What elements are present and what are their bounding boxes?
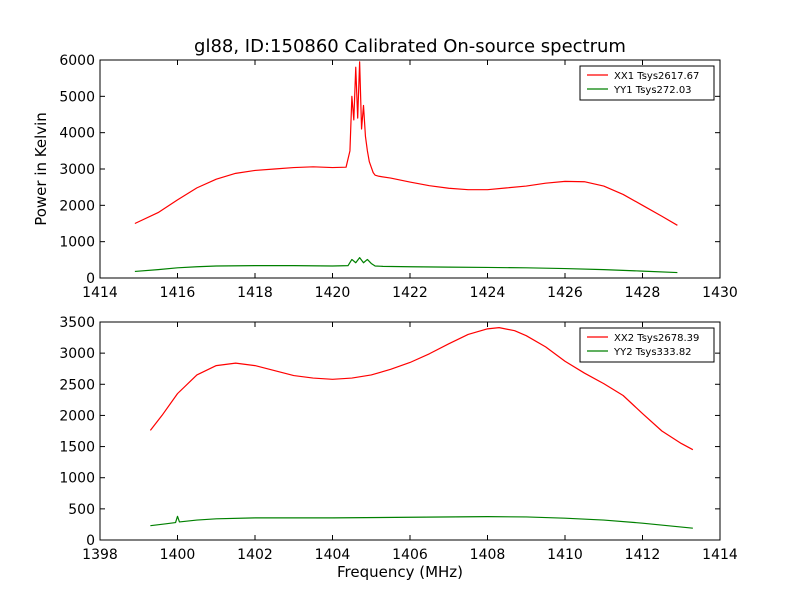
x-tick-label: 1414 bbox=[702, 547, 738, 563]
subplot-1: 1414 1416 1418 1420 1422 1424 1426 1428 1430 0 100… bbox=[32, 53, 738, 301]
y-tick-label: 3500 bbox=[59, 315, 95, 331]
x-tick-label: 1428 bbox=[625, 285, 661, 301]
series-line-1 bbox=[149, 327, 694, 451]
y-tick-label: 1000 bbox=[59, 235, 95, 251]
y-tick-label: 2500 bbox=[59, 377, 95, 393]
y-tick-label: 3000 bbox=[59, 346, 95, 362]
legend-box bbox=[579, 65, 715, 101]
x-tick-label: 1398 bbox=[82, 547, 118, 563]
y-tick-label: 500 bbox=[68, 502, 95, 518]
y-tick-label: 1000 bbox=[59, 471, 95, 487]
y-tick-label: 2000 bbox=[59, 408, 95, 424]
legend-label: YY2 Tsys333.82 bbox=[613, 347, 692, 358]
legend: XX2 Tsys2678.39 YY2 Tsys333.82 bbox=[579, 327, 715, 363]
x-tick-label: 1414 bbox=[82, 285, 118, 301]
y-axis-label: Power in Kelvin bbox=[32, 112, 50, 226]
legend: XX1 Tsys2617.67 YY1 Tsys272.03 bbox=[579, 65, 715, 101]
x-tick-label: 1422 bbox=[392, 285, 428, 301]
series-line-1 bbox=[134, 61, 678, 226]
x-tick-label: 1430 bbox=[702, 285, 738, 301]
y-tick-label: 4000 bbox=[59, 126, 95, 142]
y-tick-label: 2000 bbox=[59, 198, 95, 214]
y-tick-label: 5000 bbox=[59, 89, 95, 105]
series-line-2 bbox=[150, 515, 693, 529]
x-tick-label: 1420 bbox=[315, 285, 351, 301]
x-tick-label: 1400 bbox=[160, 547, 196, 563]
figure-title: gl88, ID:150860 Calibrated On-source spe… bbox=[194, 36, 626, 57]
y-tick-label: 3000 bbox=[59, 162, 95, 178]
y-tick-label: 1500 bbox=[59, 440, 95, 456]
y-tick-label: 0 bbox=[86, 533, 95, 549]
series-line-2 bbox=[134, 257, 678, 274]
y-tick-label: 0 bbox=[86, 271, 95, 287]
x-tick-label: 1408 bbox=[470, 547, 506, 563]
plots: 1414 1416 1418 1420 1422 1424 1426 1428 1430 0 100… bbox=[32, 53, 738, 581]
x-tick-label: 1418 bbox=[237, 285, 273, 301]
x-axis-label: Frequency (MHz) bbox=[337, 563, 463, 581]
x-tick-label: 1424 bbox=[470, 285, 506, 301]
legend-box bbox=[579, 327, 715, 363]
legend-label: YY1 Tsys272.03 bbox=[613, 85, 692, 96]
x-tick-label: 1426 bbox=[547, 285, 583, 301]
x-tick-label: 1406 bbox=[392, 547, 428, 563]
x-tick-label: 1412 bbox=[625, 547, 661, 563]
legend-label: XX2 Tsys2678.39 bbox=[614, 333, 699, 344]
x-tick-label: 1410 bbox=[547, 547, 583, 563]
x-tick-label: 1404 bbox=[315, 547, 351, 563]
legend-label: XX1 Tsys2617.67 bbox=[614, 71, 699, 82]
x-tick-label: 1402 bbox=[237, 547, 273, 563]
subplot-2: 1398 1400 1402 1404 1406 1408 1410 1412 1414 0 500… bbox=[59, 315, 738, 581]
y-tick-label: 6000 bbox=[59, 53, 95, 69]
x-tick-label: 1416 bbox=[160, 285, 196, 301]
